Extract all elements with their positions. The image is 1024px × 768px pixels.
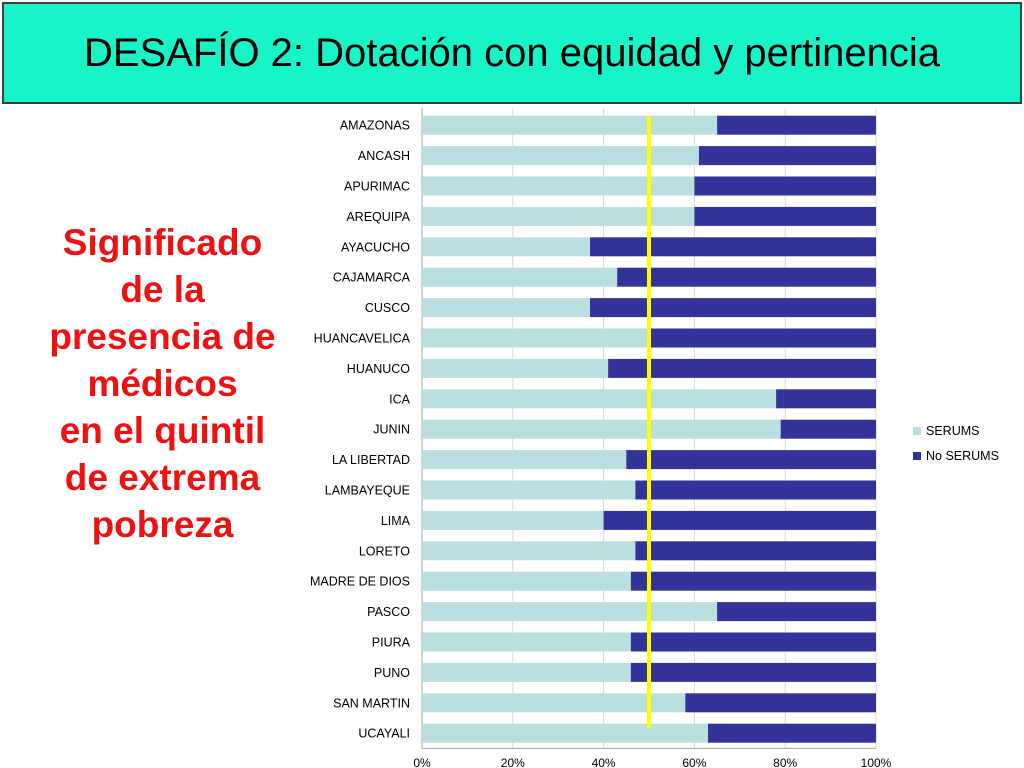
bar-no-serums — [717, 602, 876, 622]
bar-no-serums — [776, 389, 876, 409]
bar-serums — [422, 298, 590, 318]
bar-serums — [422, 267, 618, 287]
x-tick-label: 0% — [413, 756, 431, 768]
legend-item-serums: SERUMS — [913, 418, 1018, 443]
bar-serums — [422, 450, 627, 470]
bar-serums — [422, 693, 686, 713]
bar-no-serums — [649, 328, 876, 348]
category-label: AREQUIPA — [346, 210, 410, 224]
bar-serums — [422, 237, 590, 257]
bar-serums — [422, 541, 636, 561]
bar-serums — [422, 602, 718, 622]
category-label: HUANCAVELICA — [314, 332, 411, 346]
bar-no-serums — [780, 419, 876, 439]
category-label: PASCO — [367, 605, 410, 619]
bar-serums — [422, 723, 709, 743]
side-caption-line: presencia de — [49, 316, 276, 357]
bar-no-serums — [630, 662, 876, 682]
bar-no-serums — [708, 723, 876, 743]
bar-serums — [422, 571, 631, 591]
category-label: SAN MARTIN — [333, 696, 410, 710]
side-caption-line: médicos — [87, 363, 238, 404]
bar-no-serums — [589, 298, 876, 318]
bar-serums — [422, 146, 699, 166]
bar-no-serums — [694, 206, 876, 226]
bar-serums — [422, 358, 609, 378]
legend-swatch-no-serums — [913, 451, 921, 460]
bar-no-serums — [617, 267, 876, 287]
category-label: ANCASH — [358, 149, 410, 163]
legend-label: SERUMS — [926, 423, 980, 438]
bar-serums — [422, 510, 604, 530]
x-tick-label: 40% — [592, 756, 616, 768]
side-caption-line: de extrema — [64, 457, 261, 498]
bar-serums — [422, 206, 695, 226]
side-caption-line: Significado — [62, 222, 263, 263]
category-label: JUNIN — [373, 423, 410, 437]
category-label: LORETO — [359, 544, 410, 558]
category-label: HUANUCO — [347, 362, 410, 376]
chart-legend: SERUMS No SERUMS — [913, 418, 1018, 468]
category-label: AYACUCHO — [341, 240, 410, 254]
x-tick-label: 100% — [861, 756, 892, 768]
legend-swatch-serums — [913, 426, 921, 435]
category-label: CUSCO — [365, 301, 410, 315]
side-caption-line: pobreza — [91, 504, 234, 545]
slide-title: DESAFÍO 2: Dotación con equidad y pertin… — [83, 30, 941, 75]
bar-no-serums — [630, 571, 876, 591]
category-label: LAMBAYEQUE — [325, 484, 410, 498]
bar-no-serums — [626, 450, 876, 470]
category-label: LA LIBERTAD — [332, 453, 410, 467]
bar-serums — [422, 328, 649, 348]
bar-no-serums — [635, 480, 876, 500]
category-label: LIMA — [381, 514, 411, 528]
bar-no-serums — [685, 693, 876, 713]
bar-no-serums — [608, 358, 876, 378]
bar-no-serums — [717, 115, 876, 135]
bar-no-serums — [589, 237, 876, 257]
legend-label: No SERUMS — [926, 448, 999, 463]
category-label: PUNO — [374, 666, 410, 680]
category-label: ICA — [389, 392, 411, 406]
bar-serums — [422, 419, 781, 439]
bar-serums — [422, 480, 636, 500]
side-caption-line: en el quintil — [59, 410, 266, 451]
category-label: AMAZONAS — [340, 119, 410, 133]
category-label: PIURA — [372, 636, 411, 650]
legend-item-no-serums: No SERUMS — [913, 443, 1018, 468]
category-label: CAJAMARCA — [333, 271, 411, 285]
bar-no-serums — [635, 541, 876, 561]
x-tick-label: 60% — [682, 756, 706, 768]
bar-serums — [422, 176, 695, 196]
bar-serums — [422, 632, 631, 652]
bar-no-serums — [698, 146, 876, 166]
bar-no-serums — [630, 632, 876, 652]
bar-serums — [422, 115, 718, 135]
bar-no-serums — [694, 176, 876, 196]
title-banner: DESAFÍO 2: Dotación con equidad y pertin… — [2, 2, 1022, 104]
side-caption-line: de la — [120, 269, 205, 310]
category-label: MADRE DE DIOS — [310, 575, 410, 589]
side-caption: Significado de la presencia de médicos e… — [25, 219, 300, 548]
x-tick-label: 80% — [773, 756, 797, 768]
x-tick-label: 20% — [501, 756, 525, 768]
bar-serums — [422, 389, 777, 409]
bar-serums — [422, 662, 631, 682]
category-label: UCAYALI — [358, 727, 410, 741]
category-label: APURIMAC — [344, 180, 410, 194]
bar-no-serums — [603, 510, 876, 530]
